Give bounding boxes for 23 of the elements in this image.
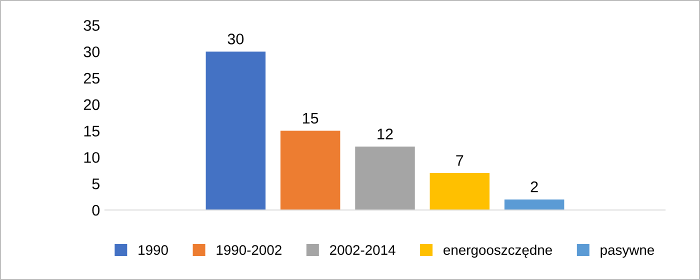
y-tick-label: 5 (92, 178, 100, 190)
legend-label: energooszczędne (444, 244, 552, 258)
data-label: 12 (378, 128, 393, 140)
data-label: 7 (456, 155, 464, 166)
y-tick-label: 30 (84, 46, 100, 58)
data-label: 30 (228, 34, 244, 44)
data-label: 15 (303, 112, 318, 124)
y-tick-label: 20 (84, 99, 100, 110)
y-tick-label: 0 (92, 204, 100, 216)
legend-label: pasywne (600, 247, 654, 258)
legend-label: 2002-2014 (330, 245, 396, 255)
y-tick-label: 25 (84, 72, 100, 84)
bar (430, 173, 490, 210)
bar (504, 199, 564, 210)
bar (206, 52, 266, 210)
y-tick-label: 10 (84, 152, 100, 163)
y-tick-label: 35 (84, 20, 100, 31)
legend-label: 1990 (138, 245, 168, 255)
bar (355, 146, 415, 210)
bar (280, 130, 340, 210)
y-tick-label: 15 (84, 126, 100, 136)
data-label: 2 (530, 181, 538, 192)
legend-label: 1990-2002 (216, 245, 282, 255)
